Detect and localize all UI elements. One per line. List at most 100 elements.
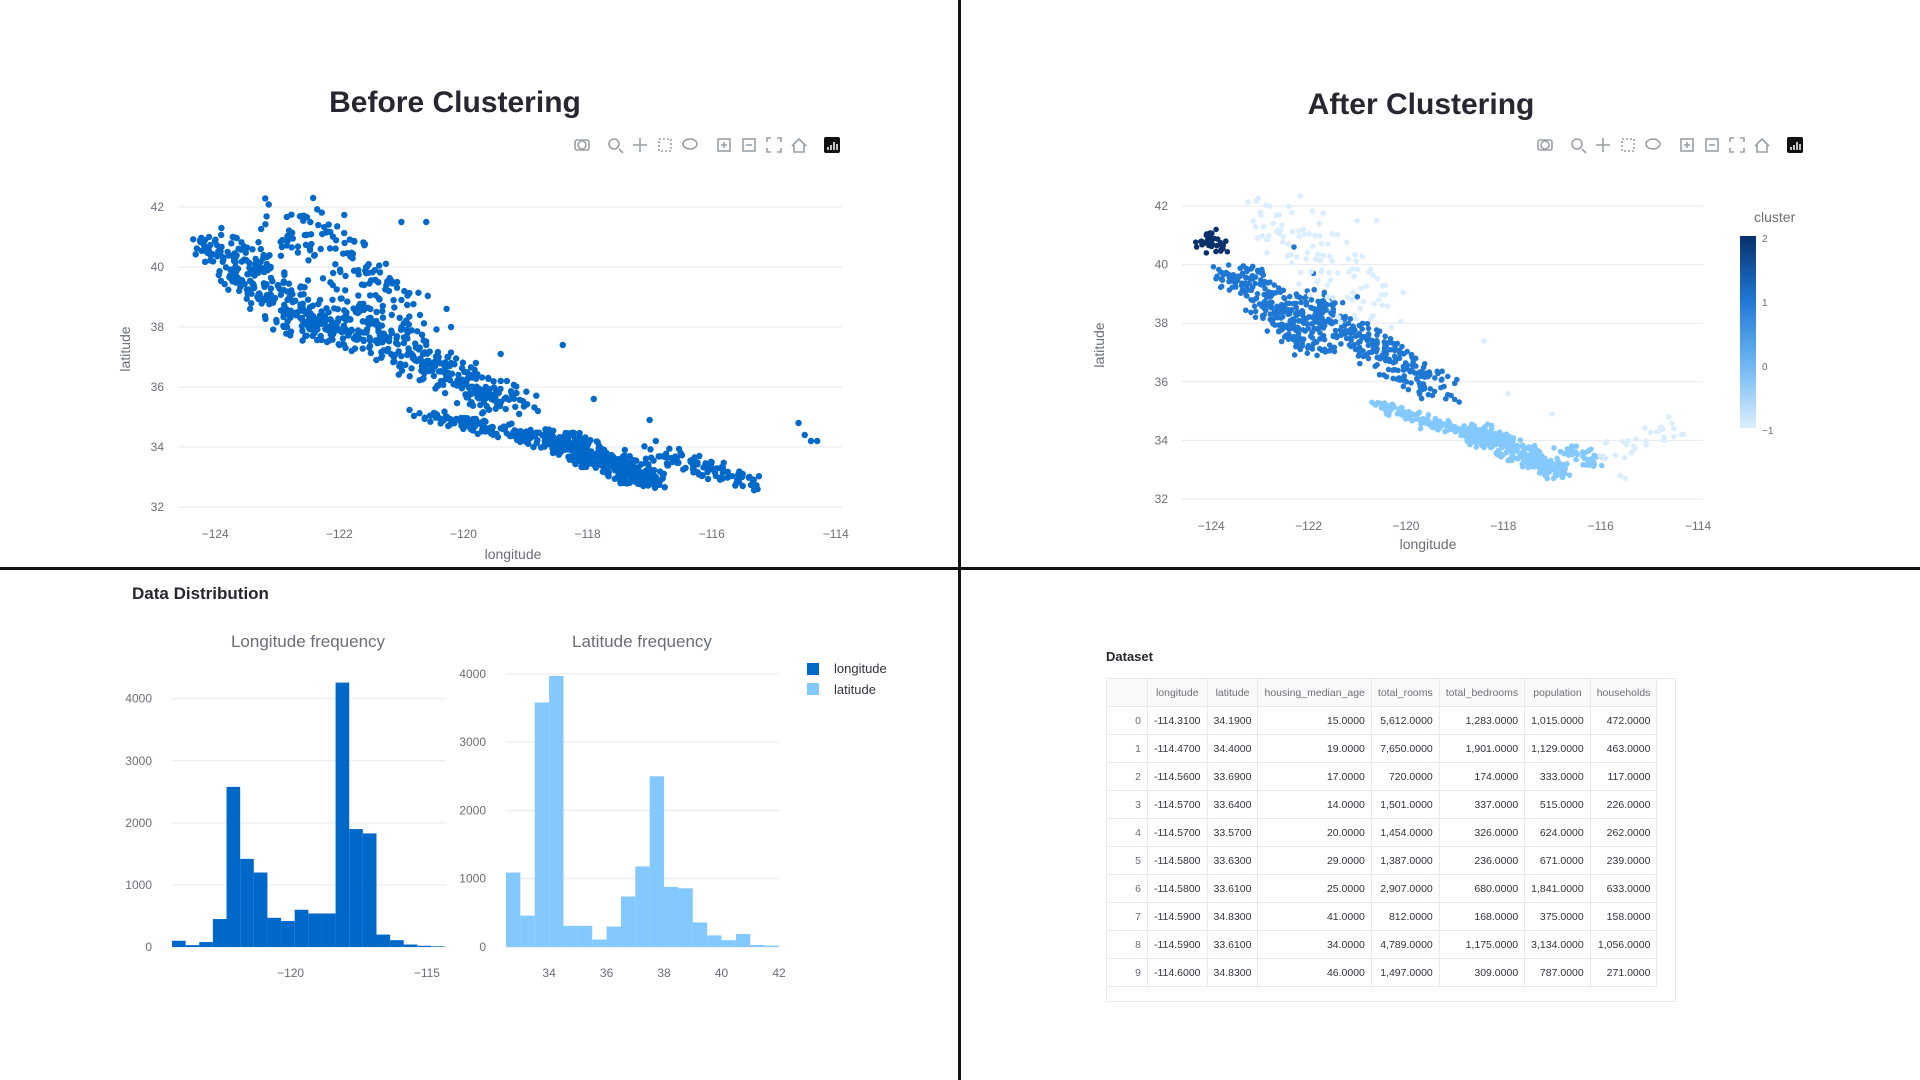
data-point[interactable] — [326, 245, 334, 252]
data-point[interactable] — [627, 462, 634, 470]
data-point[interactable] — [515, 410, 523, 418]
data-point[interactable] — [418, 367, 425, 374]
data-point[interactable] — [1510, 435, 1517, 441]
data-point[interactable] — [388, 277, 395, 284]
data-point[interactable] — [421, 415, 428, 423]
table-cell[interactable]: 33.6100 — [1207, 930, 1259, 959]
data-point[interactable] — [1312, 232, 1318, 239]
table-row[interactable]: 0 -114.3100 34.1900 15.0000 5,612.0000 1,283.… — [1107, 706, 1658, 735]
data-point[interactable] — [201, 236, 209, 244]
data-point[interactable] — [390, 296, 397, 304]
plotly-logo-icon[interactable] — [1787, 137, 1803, 153]
reset-axes-icon[interactable] — [791, 137, 807, 153]
data-point[interactable] — [1396, 355, 1403, 362]
distribution-chart[interactable]: Longitude frequency Latitude frequency 0… — [0, 570, 958, 1080]
data-point[interactable] — [453, 399, 461, 407]
data-point[interactable] — [303, 318, 310, 326]
data-point[interactable] — [1288, 209, 1295, 216]
data-point[interactable] — [1273, 212, 1280, 219]
data-point[interactable] — [1564, 461, 1570, 467]
legend-label-latitude[interactable]: latitude — [834, 682, 876, 697]
data-point[interactable] — [478, 410, 486, 417]
data-point[interactable] — [255, 290, 263, 297]
data-point[interactable] — [1678, 431, 1685, 438]
data-point[interactable] — [530, 443, 537, 451]
data-point[interactable] — [1220, 242, 1227, 249]
data-point[interactable] — [1312, 338, 1319, 345]
data-point[interactable] — [359, 345, 366, 352]
histogram-bar[interactable] — [321, 913, 336, 947]
data-point[interactable] — [512, 403, 519, 410]
data-point[interactable] — [250, 281, 257, 288]
data-point[interactable] — [1223, 269, 1229, 276]
data-point[interactable] — [1493, 450, 1499, 456]
data-point[interactable] — [317, 245, 324, 253]
data-point[interactable] — [1213, 248, 1219, 255]
data-point[interactable] — [203, 248, 211, 255]
data-point[interactable] — [1348, 297, 1355, 303]
data-point[interactable] — [656, 468, 664, 475]
data-point[interactable] — [1326, 269, 1332, 276]
data-point[interactable] — [1306, 231, 1312, 237]
data-point[interactable] — [245, 286, 253, 293]
data-point[interactable] — [443, 413, 451, 421]
histogram-bar[interactable] — [212, 919, 227, 947]
data-point[interactable] — [1260, 224, 1267, 230]
data-point[interactable] — [490, 384, 498, 391]
data-point[interactable] — [1342, 327, 1349, 334]
data-point[interactable] — [1304, 321, 1310, 327]
histogram-bar[interactable] — [349, 829, 363, 947]
data-point[interactable] — [348, 327, 356, 334]
data-point[interactable] — [288, 244, 295, 251]
lasso-select-icon[interactable] — [1645, 138, 1661, 150]
data-point[interactable] — [332, 261, 339, 268]
data-point[interactable] — [1371, 301, 1377, 307]
data-point[interactable] — [590, 395, 597, 403]
data-point[interactable] — [1354, 294, 1361, 300]
dataset-table-container[interactable]: longitude latitude housing_median_age total… — [1106, 678, 1676, 1002]
histogram-bar[interactable] — [592, 939, 607, 947]
data-point[interactable] — [1268, 305, 1275, 311]
data-point[interactable] — [1329, 258, 1335, 264]
data-point[interactable] — [1660, 426, 1666, 432]
table-cell[interactable]: 239.0000 — [1590, 846, 1658, 875]
data-point[interactable] — [1199, 241, 1205, 248]
data-point[interactable] — [582, 434, 589, 441]
histogram-bar[interactable] — [281, 920, 295, 947]
data-point[interactable] — [366, 292, 374, 299]
data-point[interactable] — [510, 395, 518, 402]
row-index[interactable]: 9 — [1107, 958, 1148, 987]
data-point[interactable] — [1401, 408, 1408, 415]
histogram-bar[interactable] — [267, 917, 282, 947]
table-cell[interactable]: 17.0000 — [1257, 762, 1372, 791]
row-index[interactable]: 1 — [1107, 734, 1148, 763]
data-point[interactable] — [284, 238, 291, 245]
table-cell[interactable]: 633.0000 — [1590, 874, 1658, 903]
data-point[interactable] — [333, 286, 340, 293]
data-point[interactable] — [1543, 466, 1550, 472]
data-point[interactable] — [716, 476, 724, 483]
data-point[interactable] — [1376, 297, 1382, 303]
data-point[interactable] — [1211, 235, 1217, 242]
data-point[interactable] — [352, 336, 359, 343]
data-point[interactable] — [364, 304, 372, 311]
data-point[interactable] — [1370, 342, 1377, 348]
data-point[interactable] — [398, 296, 405, 304]
data-point[interactable] — [422, 362, 429, 369]
data-point[interactable] — [307, 231, 315, 238]
data-point[interactable] — [483, 403, 490, 410]
data-point[interactable] — [1262, 307, 1269, 314]
data-point[interactable] — [1519, 460, 1526, 467]
data-point[interactable] — [1251, 303, 1258, 310]
data-point[interactable] — [1351, 273, 1357, 280]
data-point[interactable] — [1404, 348, 1410, 355]
data-point[interactable] — [1365, 342, 1372, 349]
data-point[interactable] — [622, 453, 629, 460]
data-point[interactable] — [319, 275, 327, 282]
data-point[interactable] — [1289, 228, 1296, 235]
histogram-bar[interactable] — [390, 940, 404, 947]
data-point[interactable] — [341, 239, 348, 247]
data-point[interactable] — [1390, 375, 1396, 382]
data-point[interactable] — [1324, 282, 1331, 288]
data-point[interactable] — [1277, 289, 1284, 296]
